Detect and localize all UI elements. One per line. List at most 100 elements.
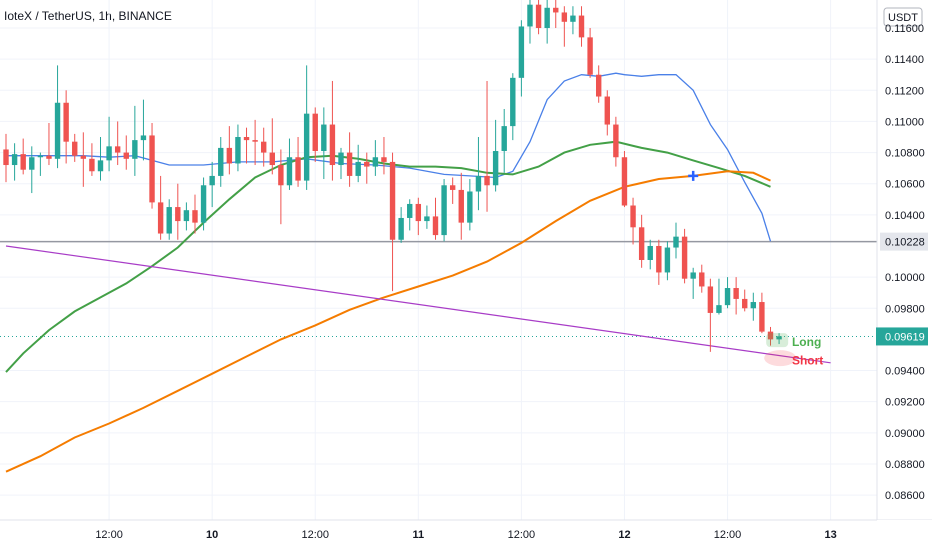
candle-body[interactable] — [767, 331, 774, 340]
indicator-line-3[interactable] — [5, 170, 771, 473]
candle-body[interactable] — [638, 227, 645, 260]
candle-body[interactable] — [630, 205, 636, 228]
candle-body[interactable] — [364, 161, 370, 167]
candle-body[interactable] — [664, 247, 671, 273]
candle-body[interactable] — [303, 113, 310, 181]
price-level-tag — [880, 232, 928, 251]
candle-body[interactable] — [681, 236, 688, 279]
candle-body[interactable] — [218, 147, 224, 176]
candle-body[interactable] — [432, 216, 439, 236]
candle-body[interactable] — [381, 157, 387, 162]
candle-body[interactable] — [89, 158, 95, 172]
x-tick-label: 12:00 — [95, 529, 123, 541]
candle-body[interactable] — [200, 185, 207, 223]
candle-body[interactable] — [613, 124, 619, 158]
candle-body[interactable] — [707, 286, 714, 313]
candle-body[interactable] — [527, 4, 533, 27]
candle-body[interactable] — [407, 203, 413, 218]
candle-body[interactable] — [561, 12, 568, 22]
candle-body[interactable] — [656, 245, 662, 273]
candle-body[interactable] — [166, 207, 172, 234]
candle-body[interactable] — [192, 210, 198, 223]
candle-body[interactable] — [553, 7, 559, 13]
candle-body[interactable] — [647, 245, 653, 260]
y-tick-label: 0.10800 — [885, 148, 925, 160]
candle-body[interactable] — [175, 207, 181, 222]
candle-body[interactable] — [604, 96, 610, 125]
candle-body[interactable] — [321, 124, 327, 152]
candle-body[interactable] — [346, 152, 353, 176]
candle-body[interactable] — [183, 210, 190, 222]
candle-body[interactable] — [389, 161, 396, 240]
candle-body[interactable] — [261, 141, 267, 153]
candle-body[interactable] — [484, 175, 490, 186]
candle-body[interactable] — [535, 4, 542, 29]
candle-body[interactable] — [759, 302, 765, 332]
indicator-line-1[interactable] — [6, 72, 772, 242]
candle-body[interactable] — [63, 102, 69, 142]
candle-body[interactable] — [106, 146, 112, 161]
candle-body[interactable] — [20, 154, 26, 170]
candle-body[interactable] — [492, 151, 499, 186]
candle-body[interactable] — [252, 140, 258, 142]
candle-body[interactable] — [621, 157, 628, 206]
candle-body[interactable] — [29, 157, 35, 170]
candle-body[interactable] — [37, 155, 44, 158]
candle-body[interactable] — [149, 135, 155, 203]
candle-body[interactable] — [46, 155, 52, 159]
candle-body[interactable] — [209, 175, 215, 186]
candle-body[interactable] — [501, 126, 507, 152]
candle-body[interactable] — [355, 161, 361, 176]
candle-body[interactable] — [415, 203, 422, 222]
candle-body[interactable] — [114, 146, 121, 153]
candle-body[interactable] — [458, 189, 464, 223]
candle-body[interactable] — [3, 149, 9, 166]
indicator-line-4[interactable] — [5, 245, 831, 364]
candle-body[interactable] — [699, 272, 705, 287]
candle-body[interactable] — [398, 217, 404, 240]
candle-body[interactable] — [235, 137, 241, 164]
candle-body[interactable] — [690, 272, 696, 279]
candle-body[interactable] — [269, 152, 275, 166]
candle-body[interactable] — [578, 15, 585, 38]
candle-body[interactable] — [97, 160, 104, 172]
candle-body[interactable] — [475, 175, 482, 192]
candle-body[interactable] — [750, 302, 757, 309]
candle-body[interactable] — [518, 26, 525, 78]
candle-body[interactable] — [776, 336, 782, 340]
candle-body[interactable] — [338, 152, 344, 166]
candle-body[interactable] — [278, 165, 284, 186]
candle-body[interactable] — [510, 77, 516, 127]
candle-body[interactable] — [570, 15, 576, 22]
candle-body[interactable] — [742, 298, 748, 309]
candle-body[interactable] — [467, 191, 473, 223]
candle-body[interactable] — [595, 74, 602, 97]
candle-body[interactable] — [80, 155, 87, 159]
candle-body[interactable] — [243, 137, 250, 141]
candle-body[interactable] — [11, 154, 18, 166]
candle-body[interactable] — [226, 147, 233, 164]
candle-body[interactable] — [295, 157, 301, 181]
candle-body[interactable] — [716, 305, 722, 313]
candle-body[interactable] — [329, 124, 336, 166]
candle-body[interactable] — [123, 152, 129, 159]
candle-body[interactable] — [312, 113, 318, 152]
candle-body[interactable] — [72, 141, 78, 156]
candle-body[interactable] — [157, 202, 164, 234]
candle-body[interactable] — [733, 288, 739, 299]
candle-body[interactable] — [286, 157, 293, 186]
candle-body[interactable] — [372, 157, 379, 167]
candle-body[interactable] — [132, 140, 138, 159]
candle-body[interactable] — [449, 185, 456, 190]
candle-body[interactable] — [673, 236, 679, 248]
candle-body[interactable] — [424, 216, 430, 222]
x-tick-label: 13 — [824, 529, 836, 541]
currency-button[interactable] — [883, 7, 923, 27]
candle-body[interactable] — [724, 288, 731, 306]
candle-body[interactable] — [54, 102, 61, 159]
candle-body[interactable] — [544, 7, 550, 29]
candle-body[interactable] — [441, 185, 447, 236]
candle-body[interactable] — [140, 135, 147, 141]
candle-body[interactable] — [587, 37, 593, 75]
